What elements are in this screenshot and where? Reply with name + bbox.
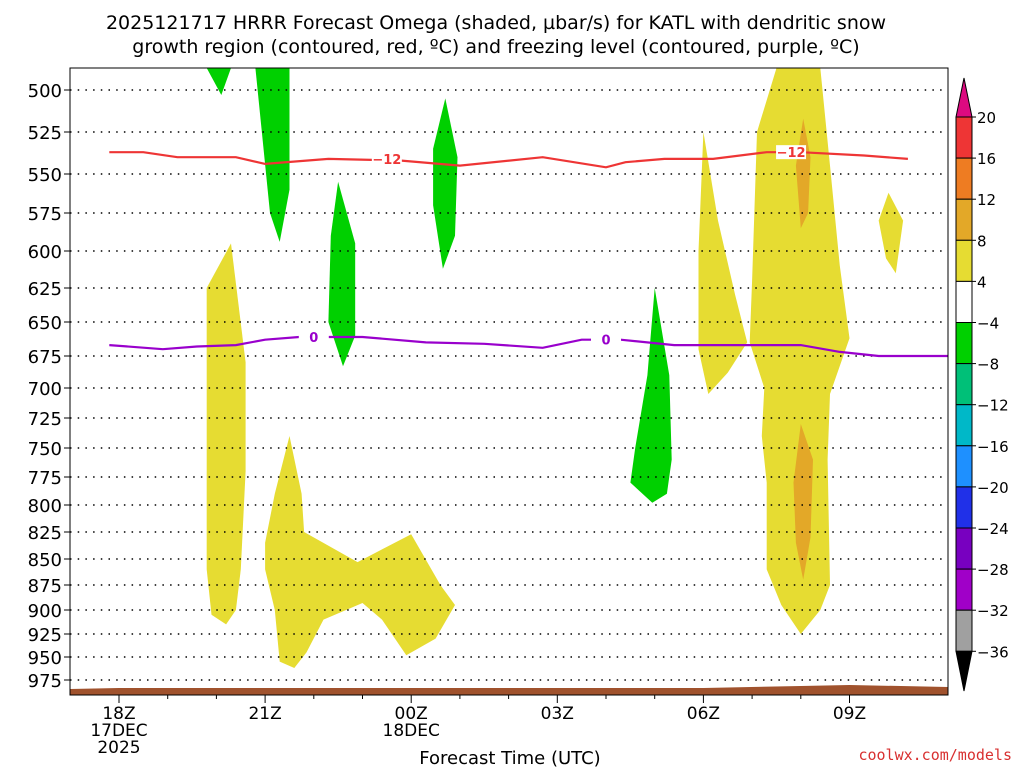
y-tick-label: 650 — [28, 313, 62, 334]
contour-label: 0 — [601, 334, 610, 349]
omega-region-3 — [328, 181, 356, 367]
colorbar-swatch — [955, 445, 973, 488]
y-tick-label: 850 — [28, 550, 62, 571]
colorbar-label: −36 — [977, 643, 1009, 661]
watermark: coolwx.com/models — [858, 746, 1012, 764]
omega-region-6 — [206, 243, 246, 625]
y-tick-label: 725 — [28, 409, 62, 430]
chart-title-line1: 2025121717 HRRR Forecast Omega (shaded, … — [106, 12, 886, 34]
y-tick-label: 775 — [28, 468, 62, 489]
contour-label-bg — [591, 332, 621, 347]
omega-shading — [70, 68, 948, 695]
colorbar: 20 16 12 8 4 −4 −8 −12 −16 −20 −24 −28 −32 −36 — [955, 77, 1009, 692]
colorbar-label: −4 — [977, 315, 999, 333]
colorbar-label: −16 — [977, 438, 1009, 456]
colorbar-label: 20 — [977, 109, 996, 127]
x-tick-label: 18DEC — [383, 721, 440, 741]
x-tick-label: 06Z — [687, 704, 720, 724]
colorbar-swatch — [955, 527, 973, 570]
y-axis: 500 525 550 575 600 625 650 675 700 725 750 775 800 8… — [28, 81, 70, 692]
contour-label: −12 — [372, 153, 401, 168]
y-tick-label: 975 — [28, 671, 62, 692]
colorbar-swatch — [955, 116, 973, 159]
colorbar-label: 16 — [977, 150, 996, 168]
contour-label-bg — [776, 145, 807, 160]
y-tick-label: 875 — [28, 576, 62, 597]
y-tick-label: 825 — [28, 523, 62, 544]
colorbar-label: −8 — [977, 356, 999, 374]
colorbar-top-arrow — [955, 77, 973, 118]
contour-0c — [109, 335, 948, 358]
colorbar-swatch — [955, 568, 973, 611]
omega-region-4 — [433, 98, 458, 269]
y-tick-label: 750 — [28, 439, 62, 460]
y-tick-label: 575 — [28, 204, 62, 225]
omega-region-9 — [749, 68, 850, 634]
contour-label-bg — [298, 329, 329, 344]
y-tick-label: 950 — [28, 648, 62, 669]
x-tick-label: 2025 — [97, 738, 140, 758]
x-tick-label: 21Z — [248, 704, 281, 724]
contour-label: 0 — [309, 331, 318, 346]
colorbar-bottom-arrow — [955, 650, 973, 692]
y-tick-label: 700 — [28, 379, 62, 400]
y-tick-label: 625 — [28, 279, 62, 300]
colorbar-label: −12 — [977, 397, 1009, 415]
colorbar-label: −28 — [977, 561, 1009, 579]
colorbar-swatch — [955, 404, 973, 447]
y-tick-label: 925 — [28, 625, 62, 646]
x-tick-label: 00Z — [395, 704, 428, 724]
colorbar-label: −24 — [977, 520, 1009, 538]
x-tick-label: 09Z — [833, 704, 866, 724]
y-tick-label: 525 — [28, 123, 62, 144]
colorbar-swatch — [955, 239, 973, 282]
colorbar-swatch — [955, 322, 973, 365]
colorbar-label: −20 — [977, 479, 1009, 497]
y-tick-label: 550 — [28, 165, 62, 186]
y-tick-label: 500 — [28, 81, 62, 102]
omega-region-2 — [255, 68, 290, 242]
colorbar-swatch — [955, 198, 973, 241]
x-tick-label: 03Z — [541, 704, 574, 724]
colorbar-label: −32 — [977, 602, 1009, 620]
omega-region-1 — [206, 68, 231, 95]
chart-title-line2: growth region (contoured, red, ºC) and f… — [132, 36, 859, 58]
contour-label: −12 — [777, 146, 806, 161]
y-tick-label: 800 — [28, 496, 62, 517]
y-tick-label: 600 — [28, 242, 62, 263]
colorbar-swatch — [955, 157, 973, 200]
omega-region-10 — [878, 192, 904, 274]
x-axis-label: Forecast Time (UTC) — [419, 748, 600, 768]
omega-region-7 — [265, 436, 455, 668]
omega-region-13 — [793, 424, 813, 580]
colorbar-label: 12 — [977, 191, 996, 209]
omega-region-5 — [630, 288, 672, 503]
pressure-gridlines — [70, 89, 948, 681]
y-tick-label: 900 — [28, 601, 62, 622]
colorbar-swatch — [955, 363, 973, 406]
omega-region-8 — [698, 132, 748, 394]
colorbar-label: 4 — [977, 273, 987, 291]
y-tick-label: 675 — [28, 347, 62, 368]
colorbar-swatch — [955, 486, 973, 529]
colorbar-swatch — [955, 280, 973, 323]
x-tick-label: 18Z — [102, 704, 135, 724]
contour-label-bg — [371, 151, 402, 166]
colorbar-swatch — [955, 609, 973, 652]
x-tick-label: 17DEC — [90, 721, 147, 741]
terrain-surface — [70, 685, 948, 695]
temperature-contours: −12 −12 0 0 — [109, 145, 948, 358]
colorbar-label: 8 — [977, 232, 987, 250]
